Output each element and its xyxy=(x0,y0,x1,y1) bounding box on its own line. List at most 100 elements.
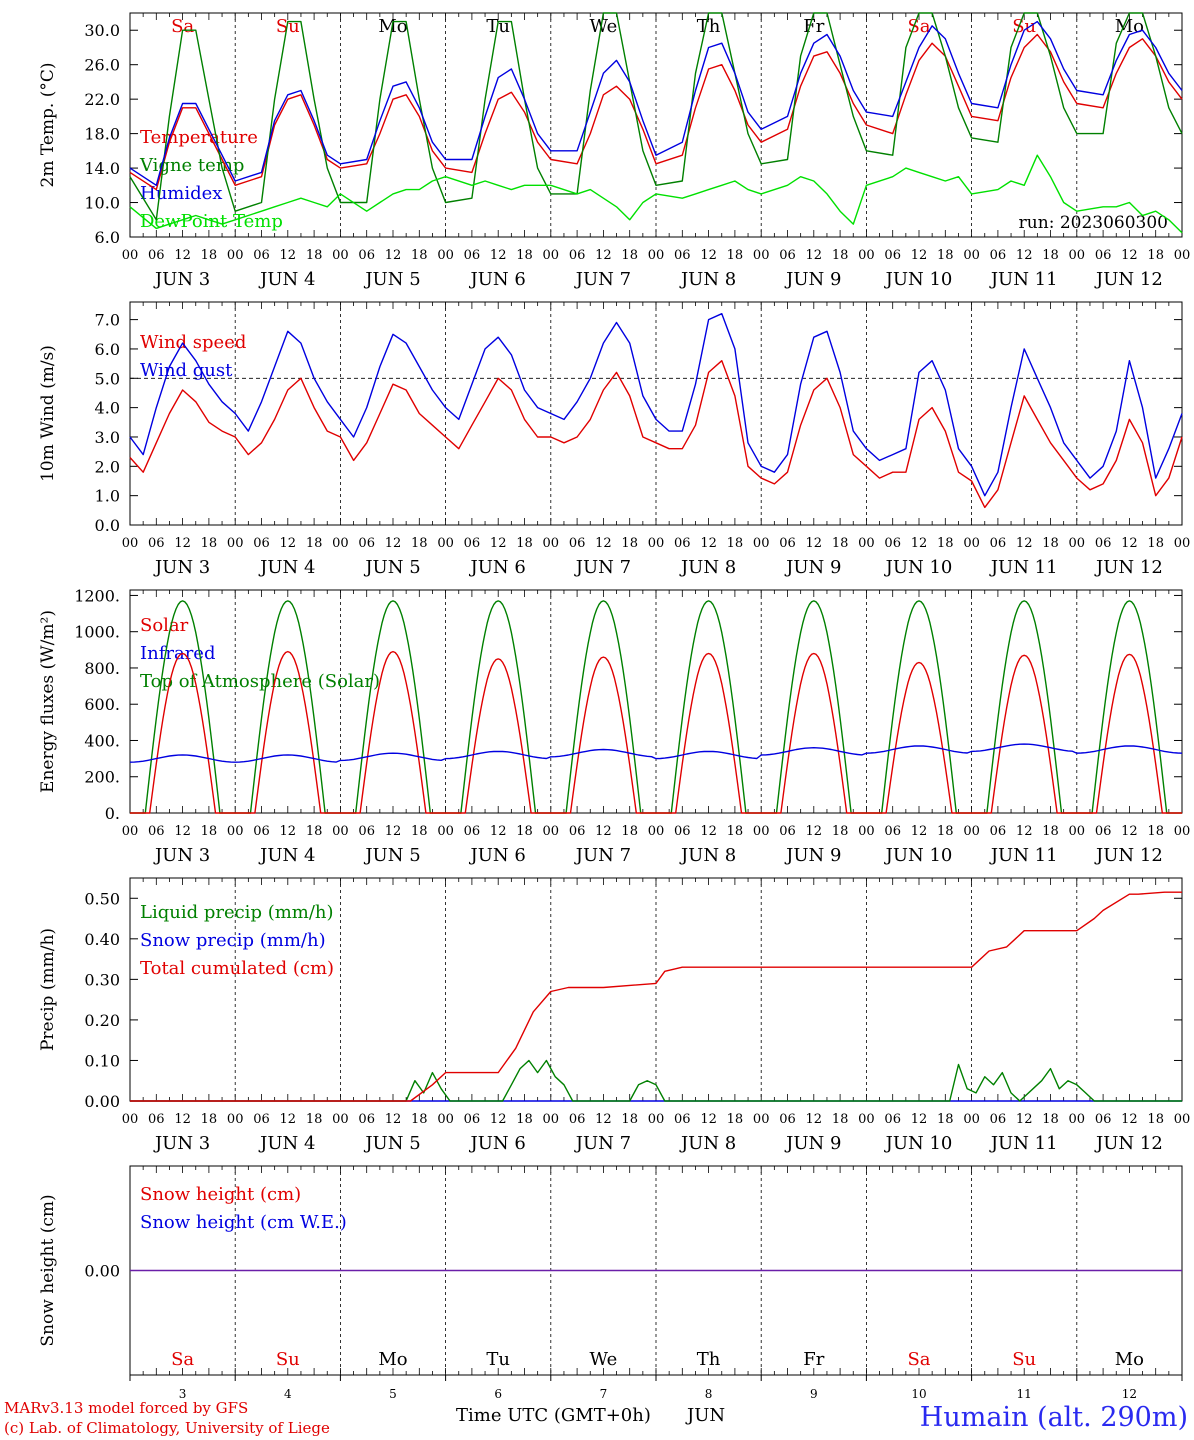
wind-y-tick-label: 1.0 xyxy=(95,487,120,506)
wind-day-label: JUN 9 xyxy=(784,557,841,578)
temp-hour-label: 12 xyxy=(595,248,612,263)
wind-day-label: JUN 10 xyxy=(884,557,953,578)
wind-hour-label: 00 xyxy=(648,536,665,551)
precip-hour-label: 18 xyxy=(201,1112,218,1127)
energy-hour-label: 12 xyxy=(595,824,612,839)
precip-day-label: JUN 9 xyxy=(784,1133,841,1154)
precip-hour-label: 12 xyxy=(911,1112,928,1127)
energy-hour-label: 06 xyxy=(464,824,481,839)
energy-hour-label: 12 xyxy=(280,824,297,839)
precip-hour-label: 12 xyxy=(174,1112,191,1127)
precip-hour-label: 00 xyxy=(227,1112,244,1127)
wind-hour-label: 18 xyxy=(1147,536,1164,551)
temp-day-name: Mo xyxy=(378,16,407,37)
energy-hour-label: 06 xyxy=(990,824,1007,839)
precip-hour-label: 06 xyxy=(253,1112,270,1127)
precip-hour-label: 00 xyxy=(648,1112,665,1127)
temp-day-label: JUN 10 xyxy=(884,269,953,290)
wind-y-tick-label: 3.0 xyxy=(95,428,120,447)
precip-hour-label: 18 xyxy=(1147,1112,1164,1127)
precip-hour-label: 18 xyxy=(306,1112,323,1127)
precip-y-tick-label: 0.30 xyxy=(84,970,120,989)
wind-y-tick-label: 7.0 xyxy=(95,311,120,330)
temp-hour-label: 18 xyxy=(411,248,428,263)
precip-hour-label: 12 xyxy=(1016,1112,1033,1127)
wind-series-wind-gust xyxy=(129,313,1183,497)
temp-hour-label: 18 xyxy=(937,248,954,263)
wind-hour-label: 06 xyxy=(990,536,1007,551)
temp-hour-label: 06 xyxy=(779,248,796,263)
wind-hour-label: 12 xyxy=(385,536,402,551)
energy-hour-label: 00 xyxy=(858,824,875,839)
precip-hour-label: 06 xyxy=(358,1112,375,1127)
snow-day-name: Sa xyxy=(171,1349,194,1370)
precip-y-tick-label: 0.50 xyxy=(84,889,120,908)
precip-hour-label: 12 xyxy=(1121,1112,1138,1127)
precip-hour-label: 12 xyxy=(700,1112,717,1127)
precip-y-tick-label: 0.20 xyxy=(84,1011,120,1030)
energy-hour-label: 06 xyxy=(569,824,586,839)
temp-day-name: Sa xyxy=(171,16,194,37)
energy-y-tick-label: 200. xyxy=(84,768,120,787)
wind-hour-label: 00 xyxy=(332,536,349,551)
energy-y-tick-label: 1200. xyxy=(74,586,120,605)
energy-hour-label: 12 xyxy=(700,824,717,839)
wind-y-tick-label: 4.0 xyxy=(95,399,120,418)
precip-day-label: JUN 3 xyxy=(153,1133,210,1154)
energy-y-tick-label: 600. xyxy=(84,695,120,714)
precip-hour-label: 18 xyxy=(832,1112,849,1127)
energy-legend-infrared: Infrared xyxy=(140,643,215,664)
wind-hour-label: 00 xyxy=(753,536,770,551)
energy-hour-label: 12 xyxy=(490,824,507,839)
wind-hour-label: 06 xyxy=(569,536,586,551)
wind-hour-label: 12 xyxy=(911,536,928,551)
temp-hour-label: 12 xyxy=(1121,248,1138,263)
precip-day-label: JUN 10 xyxy=(884,1133,953,1154)
temp-y-tick-label: 30.0 xyxy=(84,21,120,40)
energy-hour-label: 00 xyxy=(332,824,349,839)
temp-hour-label: 18 xyxy=(201,248,218,263)
energy-day-label: JUN 6 xyxy=(469,845,526,866)
credit-line-1: MARv3.13 model forced by GFS xyxy=(4,1399,249,1417)
snow-day-name: Su xyxy=(276,1349,300,1370)
wind-y-tick-label: 0.0 xyxy=(95,516,120,535)
temp-legend-vigne-temp: Vigne temp xyxy=(139,155,244,176)
energy-hour-label: 18 xyxy=(621,824,638,839)
snow-day-number: 5 xyxy=(389,1387,397,1401)
temp-day-name: Su xyxy=(1012,16,1036,37)
wind-hour-label: 12 xyxy=(595,536,612,551)
snow-day-name: Fr xyxy=(803,1349,824,1370)
temp-day-label: JUN 8 xyxy=(679,269,736,290)
snow-y-axis-label: Snow height (cm) xyxy=(38,1194,58,1346)
temp-series-temperature xyxy=(129,33,1183,191)
temp-day-name: Th xyxy=(697,16,721,37)
energy-day-label: JUN 4 xyxy=(258,845,315,866)
snow-day-name: Th xyxy=(697,1349,721,1370)
energy-y-tick-label: 400. xyxy=(84,731,120,750)
energy-hour-label: 18 xyxy=(201,824,218,839)
temp-hour-label: 18 xyxy=(1147,248,1164,263)
x-axis-month: JUN xyxy=(687,1405,726,1426)
temp-day-label: JUN 6 xyxy=(469,269,526,290)
snow-day-name: Mo xyxy=(378,1349,407,1370)
temp-series-dewpoint-temp xyxy=(129,154,1183,234)
wind-legend-wind-gust: Wind gust xyxy=(140,360,233,381)
energy-y-axis-label: Energy fluxes (W/m²) xyxy=(38,610,58,793)
precip-hour-label: 06 xyxy=(569,1112,586,1127)
precip-hour-label: 00 xyxy=(1174,1112,1191,1127)
temp-hour-label: 00 xyxy=(753,248,770,263)
energy-hour-label: 06 xyxy=(779,824,796,839)
precip-hour-label: 00 xyxy=(332,1112,349,1127)
energy-hour-label: 06 xyxy=(358,824,375,839)
wind-hour-label: 12 xyxy=(1121,536,1138,551)
temp-hour-label: 12 xyxy=(806,248,823,263)
wind-hour-label: 00 xyxy=(1174,536,1191,551)
temp-hour-label: 06 xyxy=(1095,248,1112,263)
precip-hour-label: 18 xyxy=(516,1112,533,1127)
temp-day-label: JUN 9 xyxy=(784,269,841,290)
temp-hour-label: 06 xyxy=(148,248,165,263)
precip-hour-label: 06 xyxy=(884,1112,901,1127)
temp-day-name: Fr xyxy=(803,16,824,37)
wind-hour-label: 00 xyxy=(437,536,454,551)
wind-hour-label: 06 xyxy=(253,536,270,551)
